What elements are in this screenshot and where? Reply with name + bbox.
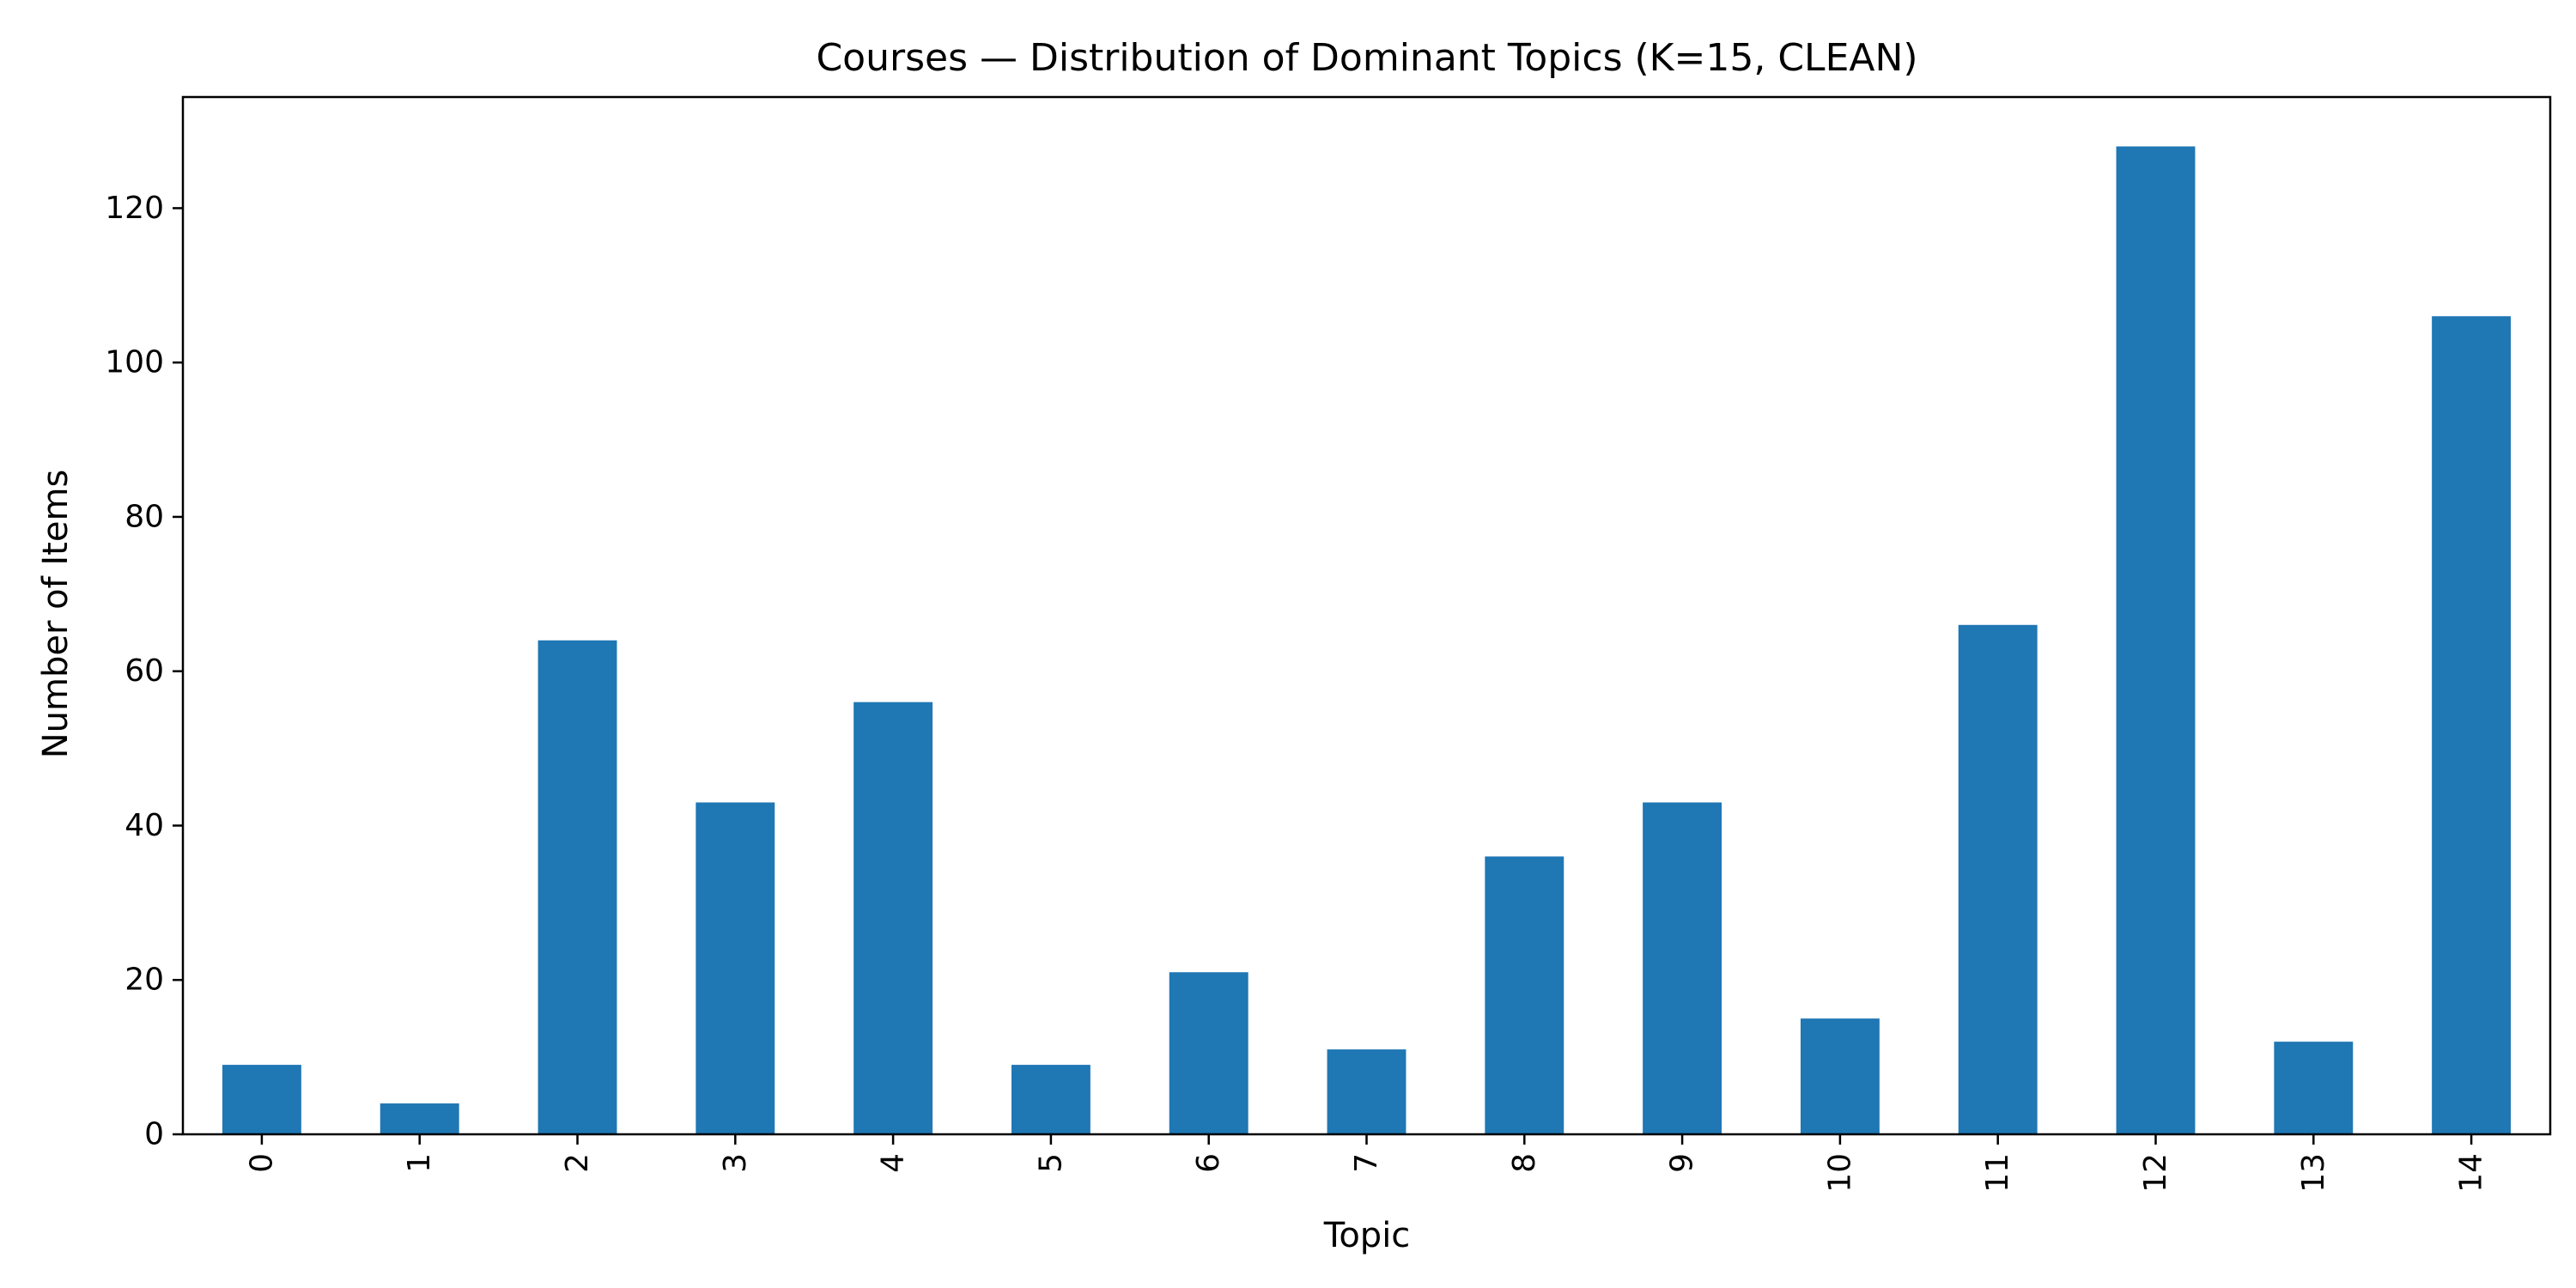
bar-topic-8 [1485, 856, 1564, 1134]
y-tick-label: 60 [125, 653, 164, 689]
y-axis-title: Number of Items [36, 470, 76, 759]
x-tick-label: 9 [1665, 1153, 1700, 1173]
bar-topic-12 [2116, 146, 2196, 1134]
x-tick-label: 3 [718, 1153, 753, 1173]
y-axis: 0 20 40 60 80 100 120 [105, 191, 183, 1152]
x-tick-label: 12 [2138, 1153, 2173, 1193]
bar-topic-9 [1643, 802, 1722, 1134]
bar-topic-1 [380, 1103, 459, 1134]
x-tick-label: 11 [1980, 1153, 2015, 1193]
plot-frame [181, 95, 2552, 1136]
y-tick-label: 100 [105, 345, 164, 380]
y-tick-label: 40 [125, 808, 164, 843]
x-tick-label: 8 [1507, 1153, 1542, 1173]
y-tick-label: 80 [125, 499, 164, 534]
x-tick-label: 0 [244, 1153, 279, 1173]
x-tick-label: 5 [1033, 1153, 1068, 1173]
bar-topic-11 [1958, 624, 2038, 1134]
x-tick-label: 10 [1822, 1153, 1857, 1193]
bar-topic-10 [1800, 1018, 1880, 1134]
bar-topic-5 [1011, 1065, 1091, 1134]
x-tick-label: 1 [402, 1153, 437, 1173]
y-tick-label: 120 [105, 191, 164, 226]
y-tick-label: 20 [125, 963, 164, 998]
bar-topic-13 [2274, 1042, 2354, 1134]
y-tick-label: 0 [144, 1117, 164, 1152]
x-axis: 0 1 2 3 4 5 6 7 8 9 10 11 12 13 14 [244, 1134, 2489, 1193]
bar-topic-6 [1169, 972, 1249, 1134]
x-tick-label: 13 [2296, 1153, 2331, 1193]
bar-topic-4 [854, 702, 933, 1134]
x-tick-label: 6 [1191, 1153, 1226, 1173]
bars-group [222, 146, 2512, 1134]
chart-title: Courses — Distribution of Dominant Topic… [816, 36, 1917, 80]
x-axis-title: Topic [1323, 1216, 1411, 1255]
bar-topic-3 [696, 802, 775, 1134]
x-tick-label: 4 [876, 1153, 911, 1173]
bar-topic-0 [222, 1065, 301, 1134]
x-tick-label: 14 [2454, 1153, 2489, 1193]
bar-topic-2 [538, 640, 617, 1134]
bar-topic-14 [2432, 316, 2512, 1134]
bar-topic-7 [1327, 1049, 1406, 1134]
x-tick-label: 2 [560, 1153, 595, 1173]
x-tick-label: 7 [1349, 1153, 1384, 1173]
